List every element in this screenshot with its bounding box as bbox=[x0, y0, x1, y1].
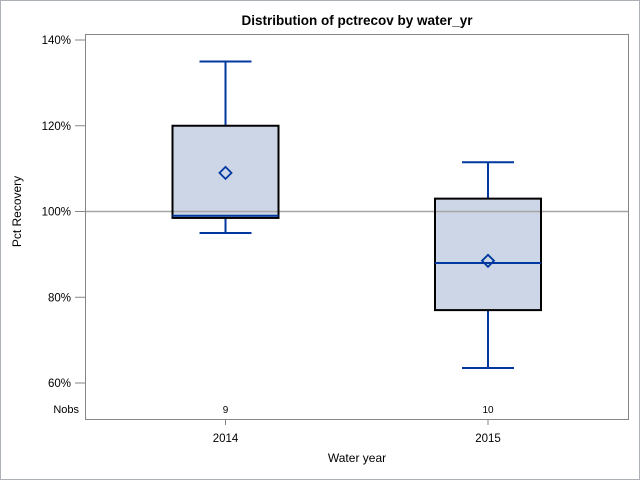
y-tick-label-120: 120% bbox=[42, 121, 71, 133]
nobs-value-2015: 10 bbox=[482, 405, 494, 416]
nobs-value-2014: 9 bbox=[223, 405, 229, 416]
y-tick-label-80: 80% bbox=[48, 292, 71, 304]
box-outline-2014 bbox=[171, 124, 280, 219]
mean-diamond-2014 bbox=[218, 165, 233, 181]
y-tick-label-140: 140% bbox=[42, 35, 71, 47]
y-tick-label-100: 100% bbox=[42, 207, 71, 219]
chart-title: Distribution of pctrecov by water_yr bbox=[241, 13, 473, 28]
x-tick-label-2014: 2014 bbox=[213, 433, 239, 445]
plot-frame bbox=[85, 34, 629, 420]
y-tick-label-60: 60% bbox=[48, 378, 71, 390]
box-fill-2014 bbox=[172, 125, 279, 218]
mean-diamond-2015 bbox=[480, 253, 496, 269]
x-axis-title: Water year bbox=[328, 451, 386, 465]
box-outline-2015 bbox=[434, 197, 542, 312]
y-axis-title: Pct Recovery bbox=[10, 176, 24, 247]
nobs-row-label: Nobs bbox=[53, 404, 79, 416]
x-tick-label-2015: 2015 bbox=[475, 433, 501, 445]
